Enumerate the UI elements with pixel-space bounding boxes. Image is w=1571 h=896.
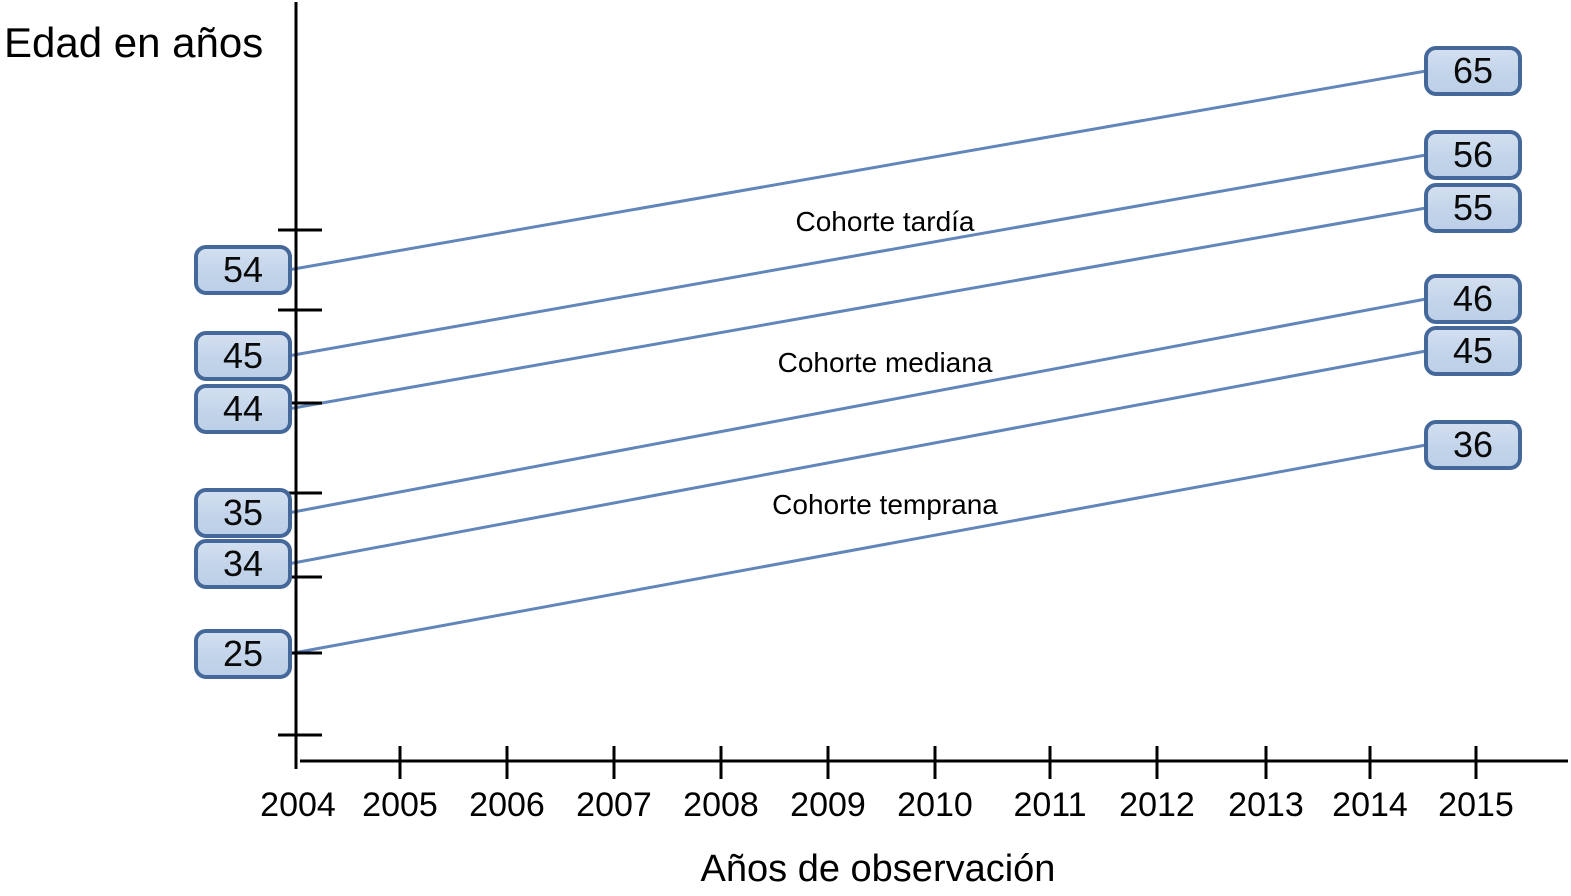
age-box-start-34: 34 [194, 539, 292, 589]
cohort-label-3: Cohorte temprana [772, 489, 998, 520]
x-tick-label-2007: 2007 [576, 786, 652, 824]
age-box-start-54: 54 [194, 245, 292, 295]
cohort-label-2: Cohorte mediana [777, 347, 993, 378]
x-tick-label-2004: 2004 [260, 786, 336, 824]
x-tick-label-2011: 2011 [1013, 786, 1087, 824]
cohort-label-1: Cohorte tardía [795, 206, 975, 237]
age-box-end-36: 36 [1424, 420, 1522, 470]
age-box-start-44: 44 [194, 384, 292, 434]
y-axis-title: Edad en años [4, 19, 264, 66]
age-box-start-25: 25 [194, 629, 292, 679]
x-axis-title: Años de observación [700, 848, 1056, 890]
age-box-end-45: 45 [1424, 326, 1522, 376]
age-box-end-55: 55 [1424, 183, 1522, 233]
age-box-start-45: 45 [194, 331, 292, 381]
age-box-start-35: 35 [194, 488, 292, 538]
trajectory-line-25-to-36 [287, 443, 1427, 656]
x-tick-label-2010: 2010 [897, 786, 973, 824]
x-tick-label-2012: 2012 [1119, 786, 1195, 824]
trajectory-line-54-to-65 [287, 69, 1427, 272]
x-tick-label-2009: 2009 [790, 786, 866, 824]
trajectory-line-44-to-55 [287, 206, 1427, 411]
x-tick-label-2015: 2015 [1438, 786, 1514, 824]
trajectory-line-35-to-46 [287, 297, 1427, 515]
trajectory-line-45-to-56 [287, 153, 1427, 358]
trajectory-line-34-to-45 [287, 349, 1427, 566]
x-tick-label-2013: 2013 [1228, 786, 1304, 824]
age-box-end-65: 65 [1424, 46, 1522, 96]
x-tick-label-2006: 2006 [469, 786, 545, 824]
x-tick-label-2005: 2005 [362, 786, 438, 824]
x-tick-label-2008: 2008 [683, 786, 759, 824]
age-box-end-46: 46 [1424, 274, 1522, 324]
x-tick-label-2014: 2014 [1332, 786, 1408, 824]
age-box-end-56: 56 [1424, 130, 1522, 180]
